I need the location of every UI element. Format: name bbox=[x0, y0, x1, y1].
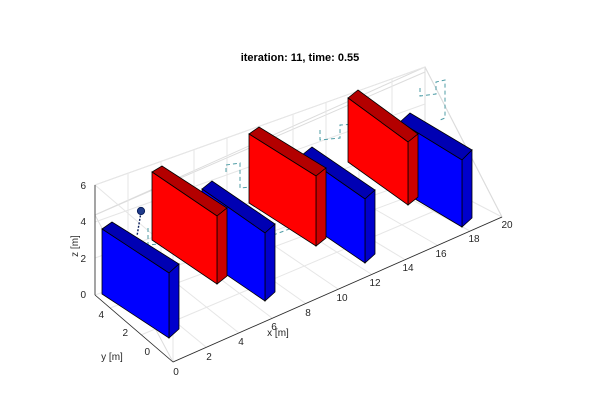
plot-title: iteration: 11, time: 0.55 bbox=[240, 52, 360, 64]
x-tick-6: 6 bbox=[271, 322, 277, 333]
obstacle-blue-1 bbox=[101, 221, 180, 339]
z-tick-2: 2 bbox=[80, 254, 86, 265]
x-tick-2: 2 bbox=[206, 352, 212, 363]
x-tick-4: 4 bbox=[238, 337, 244, 348]
agent-marker bbox=[136, 206, 146, 216]
x-tick-10: 10 bbox=[336, 293, 348, 304]
obstacle-red-3 bbox=[347, 89, 419, 206]
z-axis-ticks: 0 2 4 6 bbox=[80, 181, 86, 301]
x-tick-20: 20 bbox=[501, 220, 513, 231]
x-tick-14: 14 bbox=[402, 263, 414, 274]
y-tick-2: 2 bbox=[122, 328, 128, 339]
z-axis-label: z [m] bbox=[70, 235, 81, 257]
y-tick-4: 4 bbox=[98, 310, 104, 321]
agent-trajectory bbox=[136, 211, 142, 237]
obstacle-red-1 bbox=[151, 165, 228, 285]
x-axis-label: x [m] bbox=[267, 328, 289, 339]
z-tick-0: 0 bbox=[80, 290, 86, 301]
x-tick-18: 18 bbox=[468, 234, 480, 245]
x-tick-16: 16 bbox=[435, 249, 447, 260]
y-tick-0: 0 bbox=[144, 347, 150, 358]
y-axis-ticks: 0 2 4 bbox=[98, 310, 150, 358]
x-axis-ticks: 0 2 4 6 8 10 12 14 16 18 20 bbox=[173, 220, 513, 378]
z-tick-6: 6 bbox=[80, 181, 86, 192]
x-tick-8: 8 bbox=[305, 308, 311, 319]
x-tick-0: 0 bbox=[173, 367, 179, 378]
obstacle-red-2 bbox=[248, 126, 327, 247]
axis-lines bbox=[94, 185, 503, 363]
x-tick-12: 12 bbox=[369, 278, 381, 289]
z-tick-4: 4 bbox=[80, 217, 86, 228]
y-axis-label: y [m] bbox=[101, 352, 123, 363]
